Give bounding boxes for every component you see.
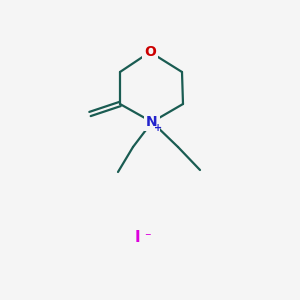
Text: O: O	[144, 45, 156, 59]
Text: N: N	[146, 115, 158, 129]
Text: I: I	[134, 230, 140, 245]
Text: ⁻: ⁻	[144, 232, 151, 244]
Text: +: +	[154, 123, 162, 133]
